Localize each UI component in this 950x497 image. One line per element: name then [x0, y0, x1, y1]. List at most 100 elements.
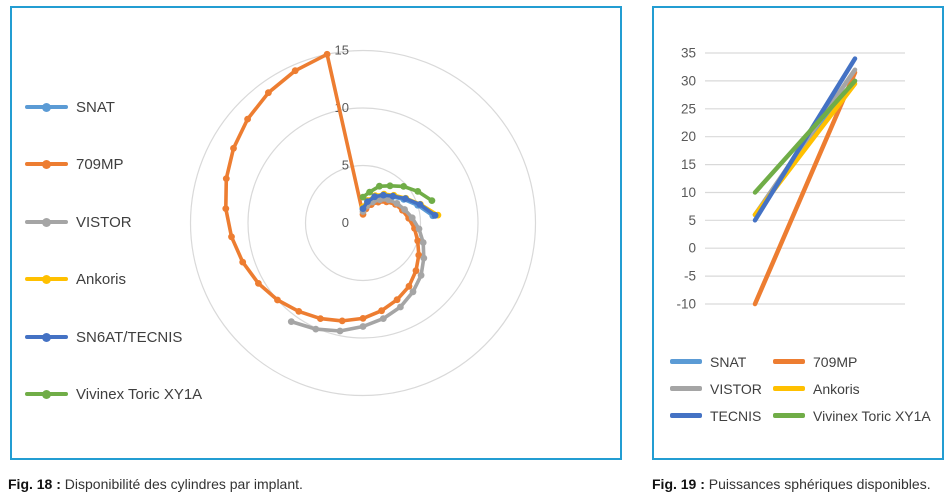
legend-label: VISTOR — [710, 380, 762, 397]
radar-series-marker — [379, 191, 387, 199]
line-series — [752, 78, 858, 195]
radar-series-marker — [415, 251, 423, 259]
radar-series-marker — [366, 188, 373, 196]
legend-label: 709MP — [76, 155, 124, 173]
radar-series-marker — [295, 308, 303, 315]
fig19-caption-label: Fig. 19 : — [652, 476, 705, 492]
ankoris-line-icon — [773, 386, 805, 391]
radar-series-marker — [359, 315, 367, 322]
radar-series-marker — [405, 282, 413, 290]
vistor-line-marker-icon — [25, 213, 68, 231]
fig19-caption: Fig. 19 : Puissances sphériques disponib… — [652, 476, 931, 492]
y-axis-label: 5 — [688, 213, 696, 228]
radar-series-marker — [291, 67, 299, 75]
radar-series-marker — [408, 214, 416, 222]
radar-series-marker — [244, 115, 252, 123]
legend-item-vistor: VISTOR — [25, 213, 132, 231]
y-axis-label: 10 — [681, 185, 696, 200]
radar-series-marker — [401, 206, 408, 213]
y-axis-label: -10 — [676, 297, 696, 312]
fig18-caption-text: Disponibilité des cylindres par implant. — [60, 476, 303, 492]
radial-axis-label: 0 — [342, 215, 349, 230]
vivinex-line-marker-icon — [25, 385, 68, 403]
radar-series-marker — [274, 296, 281, 304]
radar-series-marker — [431, 212, 439, 219]
snat-line-icon — [670, 359, 702, 364]
radar-series-marker — [414, 237, 422, 245]
legend-item-vivinex: Vivinex Toric XY1A — [773, 408, 931, 424]
legend-item-tecnis: TECNIS — [670, 408, 773, 424]
legend-label: SN6AT/TECNIS — [76, 328, 183, 346]
radial-axis-label: 5 — [342, 158, 349, 173]
legend-item-ankoris: Ankoris — [25, 270, 126, 288]
legend-label: SNAT — [76, 98, 115, 116]
radar-series-marker — [317, 315, 324, 322]
radar-series-marker — [428, 197, 436, 205]
legend-item-709mp: 709MP — [25, 155, 124, 173]
legend-label: Vivinex Toric XY1A — [76, 385, 203, 403]
legend-label: Ankoris — [813, 380, 860, 397]
radar-series-marker — [389, 192, 397, 200]
radar-series-marker — [378, 307, 385, 315]
radar-series-marker — [420, 254, 428, 262]
legend-item-vistor: VISTOR — [670, 381, 773, 397]
legend-item-sn6at-tecnis: SN6AT/TECNIS — [25, 328, 182, 346]
fig19-caption-text: Puissances sphériques disponibles. — [704, 476, 931, 492]
fig18-caption: Fig. 18 : Disponibilité des cylindres pa… — [8, 476, 303, 492]
radar-series-marker — [222, 205, 230, 213]
legend-item-ankoris: Ankoris — [773, 381, 931, 397]
radar-series-marker — [312, 325, 320, 333]
radar-series-marker — [412, 267, 420, 275]
radar-series-marker — [323, 50, 331, 58]
fig19-line-chart: 35 30 25 20 15 10 5 0 -5 -10 — [676, 46, 905, 312]
sn6at-tecnis-line-marker-icon — [25, 328, 68, 346]
radar-gridline-ring — [189, 49, 537, 397]
y-axis-label: -5 — [684, 269, 696, 284]
legend-label: TECNIS — [710, 407, 762, 424]
radar-series-marker — [371, 193, 379, 201]
fig18-caption-label: Fig. 18 : — [8, 476, 61, 492]
radar-series-marker — [416, 201, 424, 208]
radar-series-marker — [414, 188, 422, 195]
snat-line-marker-icon — [25, 98, 68, 116]
709mp-line-marker-icon — [25, 155, 68, 173]
y-axis-label: 0 — [688, 241, 696, 256]
legend-item-snat: SNAT — [25, 98, 115, 116]
line-series — [752, 70, 858, 307]
fig19-legend: SNAT 709MP VISTOR Ankoris TECNIS Vivinex… — [670, 348, 931, 429]
y-axis-label: 15 — [681, 157, 696, 172]
radar-series-marker — [359, 323, 367, 330]
radar-series-marker — [265, 89, 272, 97]
legend-item-vivinex: Vivinex Toric XY1A — [25, 385, 202, 403]
radar-series-marker — [230, 144, 237, 152]
radar-series-marker — [376, 182, 383, 190]
radar-series-marker — [409, 288, 417, 296]
radar-series-marker — [239, 258, 247, 266]
radar-series-marker — [393, 200, 401, 207]
radar-series-marker — [336, 327, 344, 335]
fig19-panel: 35 30 25 20 15 10 5 0 -5 -10 SNAT 709MP VISTOR An… — [652, 6, 944, 460]
legend-item-709mp: 709MP — [773, 354, 931, 370]
y-axis-label: 20 — [681, 129, 696, 144]
y-axis-label: 25 — [681, 101, 696, 116]
radar-series-marker — [228, 233, 235, 241]
radar-series-marker — [401, 195, 409, 203]
radar-series-line — [289, 197, 426, 333]
radar-series-marker — [419, 239, 427, 246]
tecnis-line-icon — [670, 413, 702, 418]
legend-label: VISTOR — [76, 213, 132, 231]
radar-series-marker — [379, 315, 387, 322]
fig18-panel: 0 5 10 15 SNAT 709MP VISTOR Ankoris SN6AT/T… — [10, 6, 622, 460]
radar-gridline-ring — [304, 164, 422, 282]
legend-label: 709MP — [813, 353, 858, 370]
radar-series-marker — [417, 271, 425, 279]
ankoris-line-marker-icon — [25, 270, 68, 288]
radar-series-marker — [393, 296, 401, 304]
legend-label: SNAT — [710, 353, 747, 370]
radar-series-marker — [359, 205, 367, 213]
radar-series-marker — [400, 183, 407, 190]
legend-label: Ankoris — [76, 270, 127, 288]
radar-series-marker — [338, 317, 346, 325]
vistor-line-icon — [670, 386, 702, 391]
